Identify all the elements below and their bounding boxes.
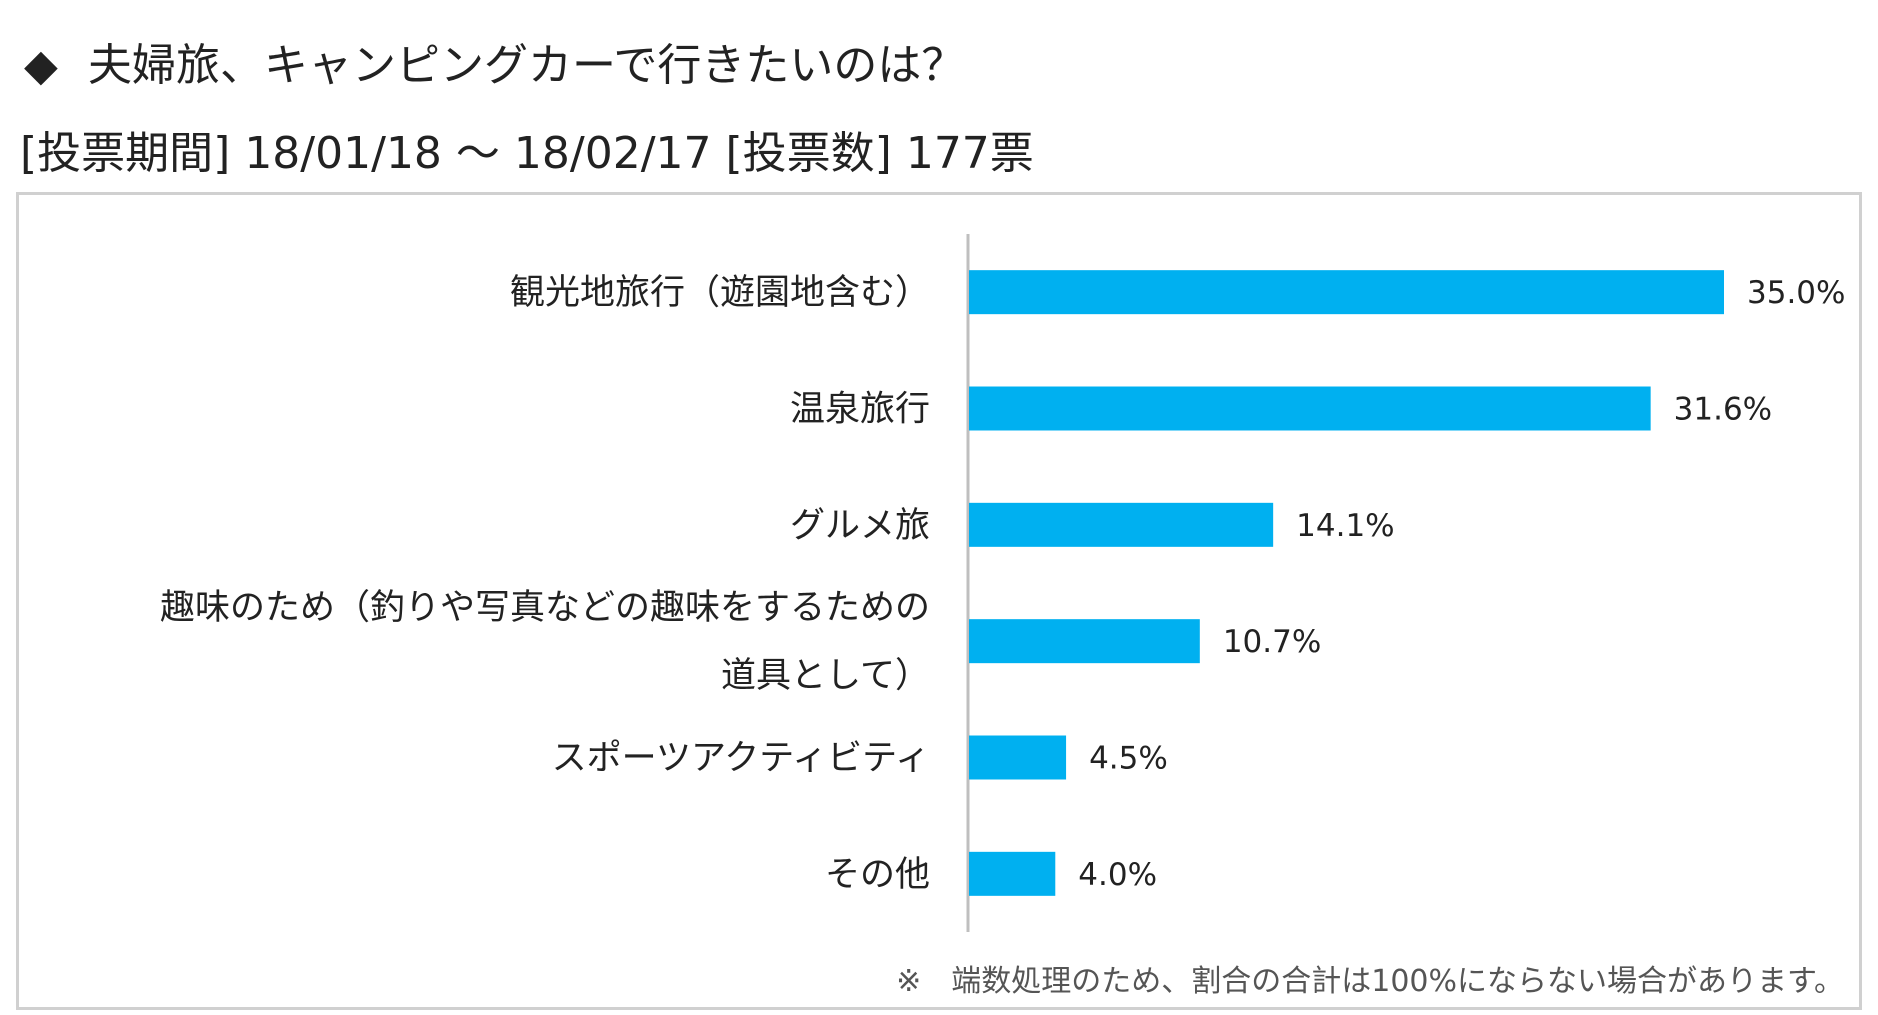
bar [969,735,1067,780]
category-label: 道具として） [721,656,930,696]
bar [969,270,1724,315]
chart-title: ◆ 夫婦旅、キャンピングカーで行きたいのは？ [24,36,965,96]
category-label: グルメ旅 [790,506,930,546]
diamond-bullet-icon: ◆ [24,40,58,91]
chart-frame [16,192,1862,1010]
bar [969,619,1200,664]
value-label: 10.7% [1223,624,1321,660]
bar [969,851,1056,896]
value-label: 31.6% [1674,392,1772,428]
value-label: 35.0% [1747,275,1845,311]
rounding-footnote: ※ 端数処理のため、割合の合計は100%にならない場合があります。 [896,964,1844,999]
category-label: スポーツアクティビティ [552,739,930,779]
vote-period-line: [投票期間] 18/01/18 ～ 18/02/17 [投票数] 177票 [20,128,1034,179]
category-label: 趣味のため（釣りや写真などの趣味をするための [160,588,930,628]
value-label: 14.1% [1296,508,1394,544]
title-text: 夫婦旅、キャンピングカーで行きたいのは？ [88,40,966,91]
category-label: その他 [825,855,930,895]
bar [969,502,1274,547]
value-label: 4.0% [1078,857,1157,893]
category-label: 温泉旅行 [790,390,930,430]
bar [969,386,1651,431]
category-label: 観光地旅行（遊園地含む） [510,273,930,313]
value-label: 4.5% [1089,741,1168,777]
